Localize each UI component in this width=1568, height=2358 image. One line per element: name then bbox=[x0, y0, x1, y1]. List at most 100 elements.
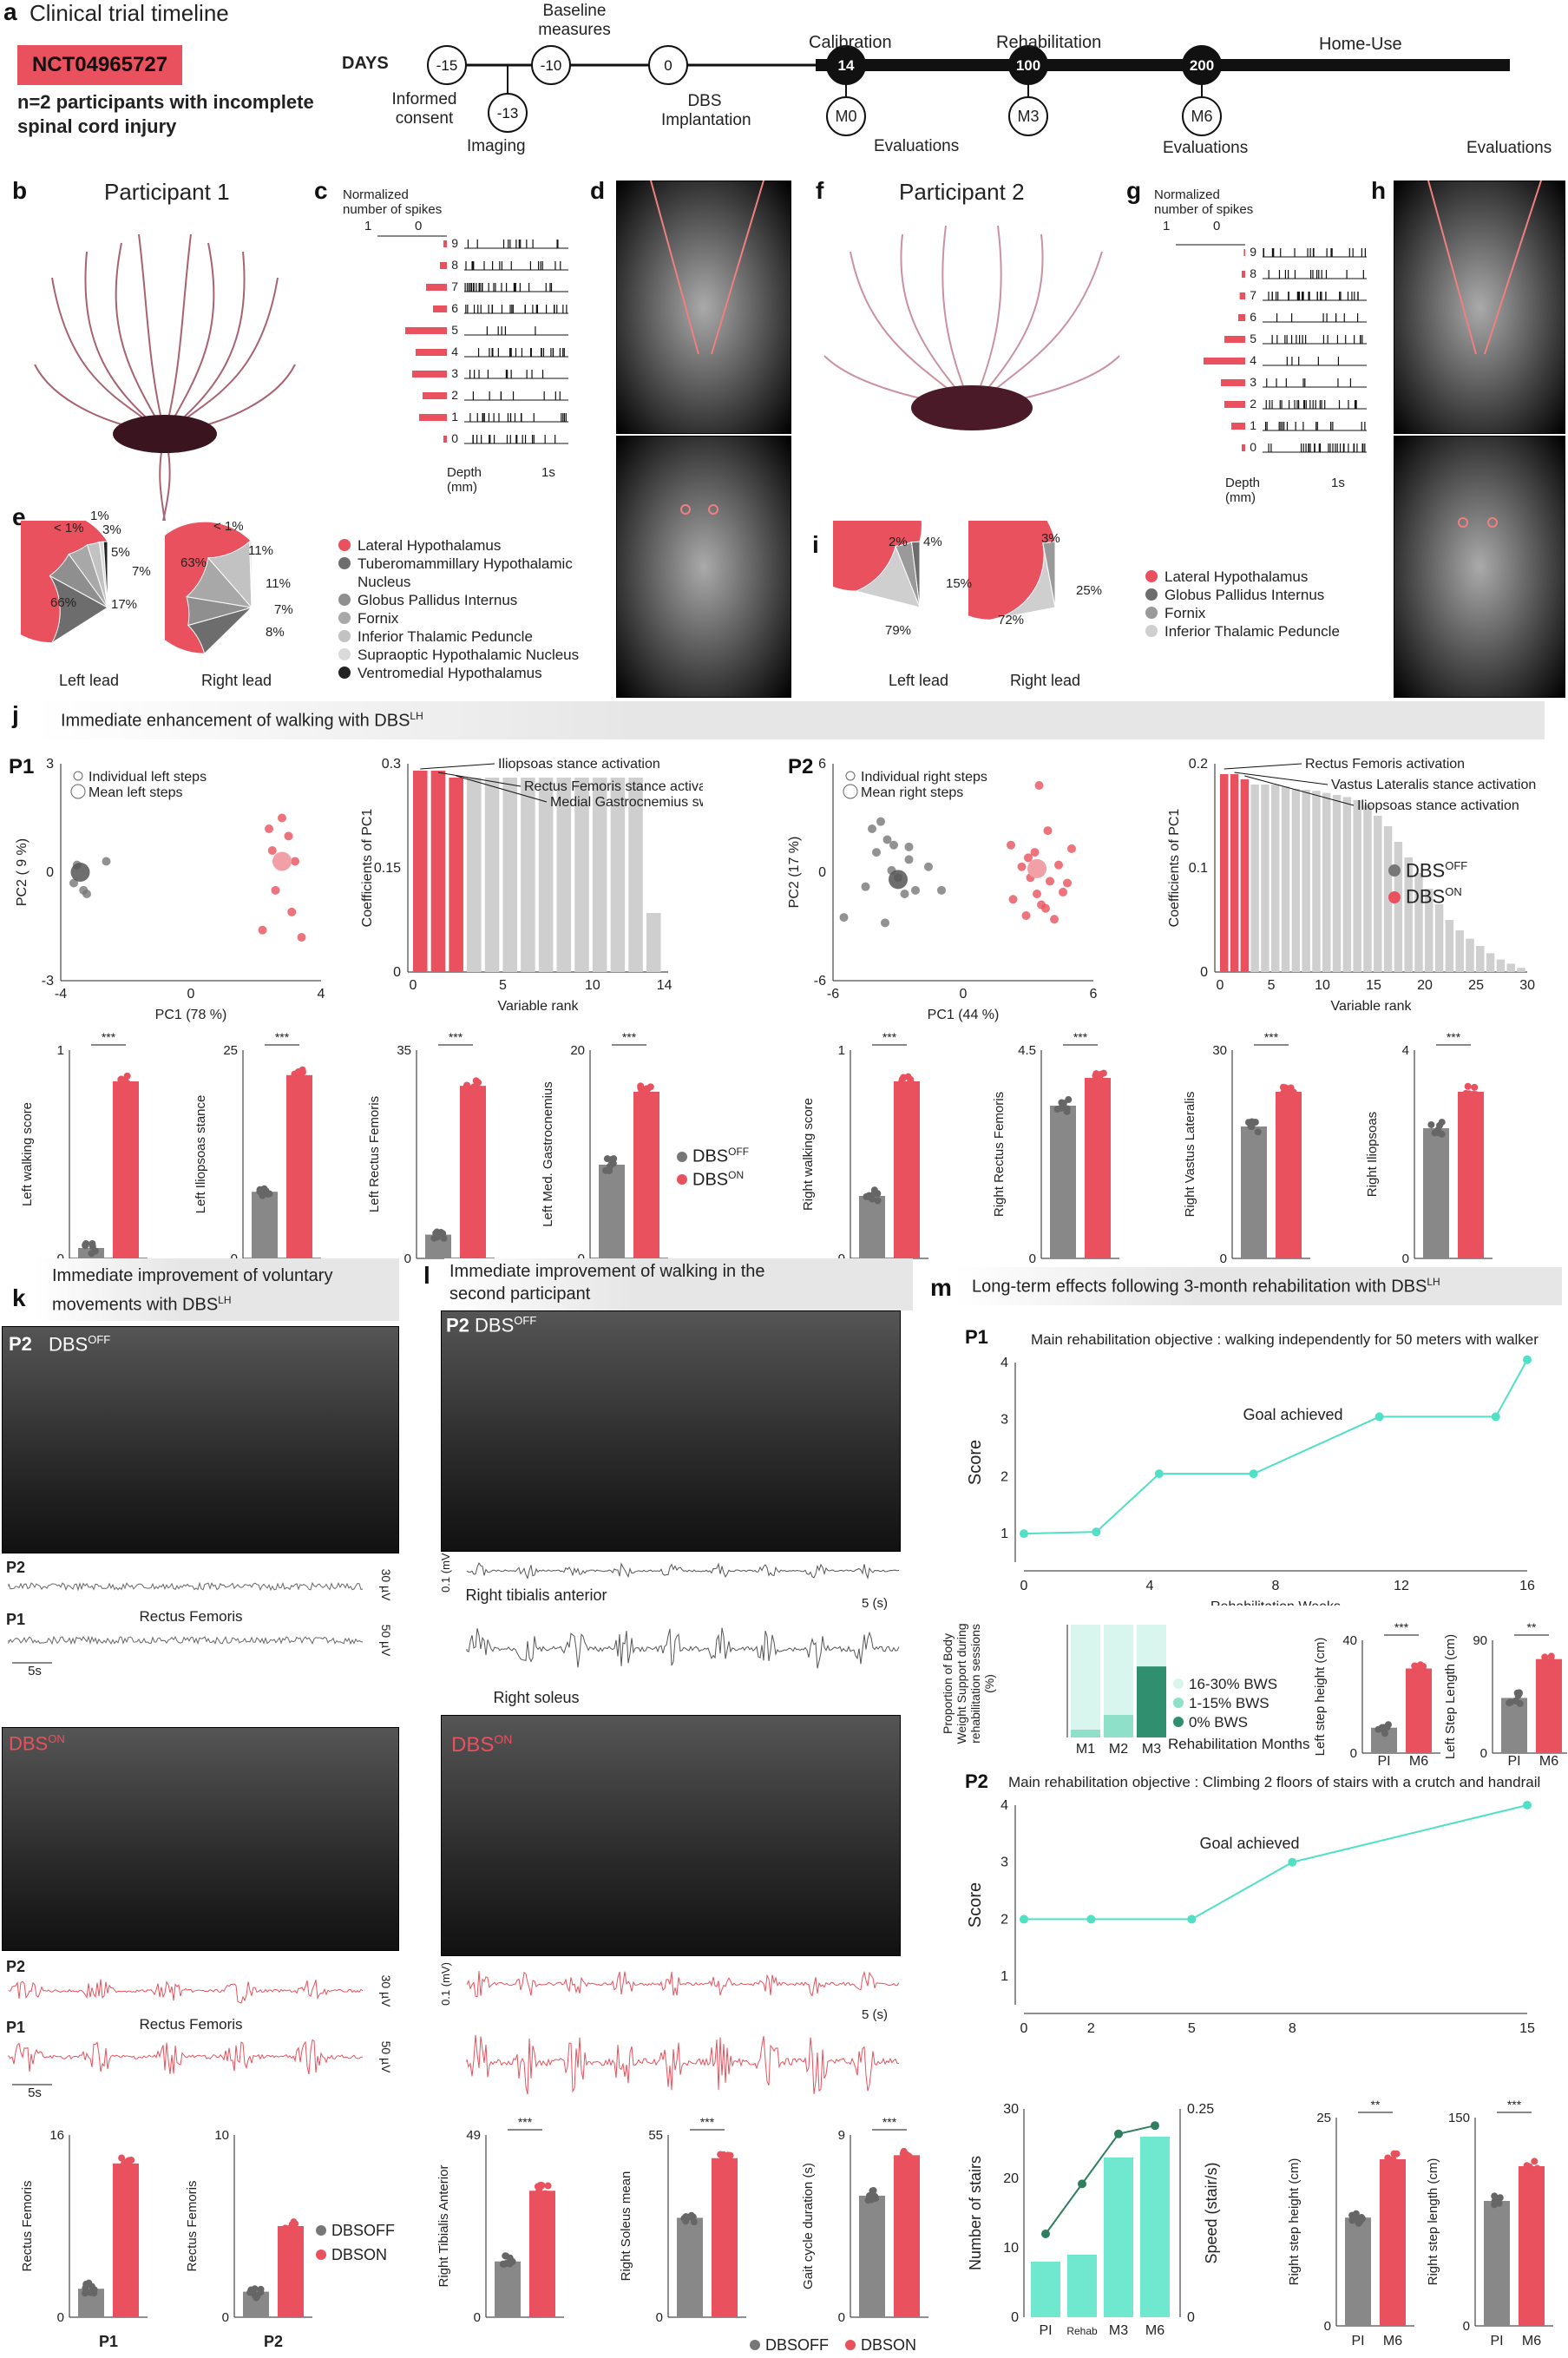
raster-depth-tick: 2 bbox=[451, 388, 458, 402]
participant2-title: Participant 2 bbox=[899, 179, 1025, 205]
panel-label-f: f bbox=[816, 177, 824, 204]
score-y-tick: 1 bbox=[1001, 1527, 1008, 1541]
panel-label-i: i bbox=[812, 531, 819, 558]
bar-y-tick: 0 bbox=[474, 2310, 481, 2325]
coef-bar bbox=[1312, 791, 1321, 972]
spike-hist-bar bbox=[443, 240, 447, 247]
legend-swatch bbox=[1145, 570, 1158, 582]
milestone-circle bbox=[531, 45, 571, 85]
emg-trace bbox=[466, 1970, 900, 1998]
coef-x-tick: 14 bbox=[657, 978, 672, 993]
pca-point-on bbox=[1063, 878, 1072, 888]
bar-dbs-off bbox=[677, 2217, 703, 2317]
bar-point-on bbox=[1550, 1661, 1558, 1669]
emg-muscle-label: Right soleus bbox=[493, 1689, 579, 1706]
legend-label: Inferior Thalamic Peduncle bbox=[358, 628, 533, 645]
coef-bar bbox=[1374, 816, 1382, 972]
bws-category: M2 bbox=[1109, 1742, 1128, 1755]
coef-annot-line bbox=[1244, 775, 1355, 806]
score-x-tick: 2 bbox=[1087, 2021, 1095, 2036]
panel-g-depth-label: Depth (mm) bbox=[1225, 476, 1261, 505]
spike-hist-bar bbox=[1224, 336, 1245, 343]
panel-label-d: d bbox=[590, 177, 606, 204]
pie-p1-legend: Lateral Hypothalamus Tuberomammillary Hyp… bbox=[338, 536, 599, 682]
legend-label: Globus Pallidus Internus bbox=[358, 592, 518, 608]
step-x-pi: PI bbox=[1507, 1754, 1520, 1769]
coef-bar bbox=[413, 771, 428, 972]
timeline-svg: -15 -13 -10 0 14 M0 100 M3 200 M6 bbox=[427, 45, 1510, 136]
score-point bbox=[1187, 1915, 1197, 1924]
bar-point-on bbox=[541, 2190, 549, 2197]
days-label: DAYS bbox=[342, 54, 389, 73]
step-x-m6: M6 bbox=[1522, 2334, 1541, 2348]
l-legend-on: DBSON bbox=[861, 2336, 916, 2354]
pca-legend-ind bbox=[73, 771, 83, 781]
coef-bar bbox=[1332, 795, 1342, 972]
bar-dbs-on bbox=[1406, 1668, 1432, 1753]
p1-tag-m: P1 bbox=[965, 1326, 988, 1348]
bar-y-tick: 49 bbox=[466, 2128, 481, 2143]
trial-id-badge: NCT04965727 bbox=[17, 45, 182, 85]
pca-point-off bbox=[924, 862, 933, 871]
pie-p2-left-label-15: 15% bbox=[946, 576, 973, 591]
coef-x-tick: 10 bbox=[585, 978, 600, 993]
bar-point-off bbox=[82, 1240, 90, 1248]
bar-dbs-on bbox=[460, 1086, 486, 1258]
bar-y-tick: 1 bbox=[57, 1043, 64, 1058]
pca-y-tick: 0 bbox=[46, 865, 54, 880]
panel-l-title: Immediate improvement of walking in the … bbox=[449, 1262, 765, 1304]
score-point bbox=[1523, 1801, 1532, 1810]
bar-dbs-off bbox=[252, 1192, 278, 1258]
coef-annot-line bbox=[456, 775, 548, 803]
raster-depth-tick: 3 bbox=[451, 366, 458, 380]
emg-muscle-label: Rectus Femoris bbox=[139, 2016, 242, 2033]
bar-point-on bbox=[904, 1080, 912, 1088]
pie-slice bbox=[1042, 541, 1056, 608]
pie-slice bbox=[854, 544, 921, 608]
pie-p1-right-label-11b: 11% bbox=[248, 543, 273, 558]
pie-slice bbox=[249, 541, 253, 608]
stairs-category: PI bbox=[1039, 2323, 1052, 2338]
tractography-p2 bbox=[823, 225, 1120, 430]
score-x-tick: 4 bbox=[1146, 1579, 1154, 1593]
panel-label-a: a bbox=[3, 0, 17, 25]
photo-walk-on-tag: DBSON bbox=[451, 1732, 513, 1757]
panel-label-j: j bbox=[12, 701, 19, 728]
panel-c-depth-label: Depth (mm) bbox=[447, 465, 482, 495]
bar-dbs-on bbox=[1380, 2159, 1406, 2326]
bar-dbs-on bbox=[113, 2163, 139, 2317]
spike-hist-bar bbox=[443, 436, 447, 443]
stairs-category: M6 bbox=[1145, 2323, 1165, 2338]
p1-objective: Main rehabilitation objective : walking … bbox=[1031, 1331, 1538, 1348]
coef-y-tick: 0.15 bbox=[374, 861, 401, 876]
emg-muscle-label: Rectus Femoris bbox=[139, 1608, 242, 1625]
raster-depth-tick: 0 bbox=[451, 431, 458, 445]
bar-y-tick: 0 bbox=[1463, 2319, 1470, 2334]
bar-point-off bbox=[1053, 1106, 1061, 1113]
milestone-caption-imaging: Imaging bbox=[467, 137, 526, 155]
bar-point-off bbox=[1059, 1101, 1066, 1109]
milestone-day: -15 bbox=[436, 57, 458, 74]
step-x-pi: PI bbox=[1377, 1754, 1390, 1769]
milestone-day: -13 bbox=[497, 105, 519, 122]
bar-point-off bbox=[865, 2192, 873, 2200]
sig-stars: ** bbox=[1527, 1620, 1537, 1634]
emg-label-p2: P2 bbox=[6, 1958, 25, 1975]
coef-bar bbox=[484, 778, 500, 972]
emg-scale-50: 50 µV bbox=[379, 1625, 393, 1658]
pca-point-on bbox=[1054, 860, 1063, 870]
speed-line bbox=[1045, 2125, 1156, 2235]
bar-point-on bbox=[470, 1083, 478, 1091]
emg-label-p1: P1 bbox=[6, 1611, 25, 1628]
bar-point-off bbox=[690, 2218, 698, 2226]
sig-stars: *** bbox=[1394, 1620, 1409, 1634]
bar-y-tick: 4.5 bbox=[1018, 1043, 1036, 1058]
raster-depth-tick: 7 bbox=[451, 279, 458, 293]
panel-label-b: b bbox=[12, 177, 28, 204]
bar-y-label: Left walking score bbox=[20, 1102, 35, 1206]
pie-slice bbox=[49, 575, 108, 644]
stairs-bar bbox=[1104, 2158, 1133, 2317]
photo-leg-raise-off bbox=[2, 1326, 399, 1553]
pca-x-tick: 0 bbox=[187, 987, 195, 1002]
bws-legend: 16-30% BWS 1-15% BWS 0% BWS bbox=[1173, 1675, 1277, 1732]
